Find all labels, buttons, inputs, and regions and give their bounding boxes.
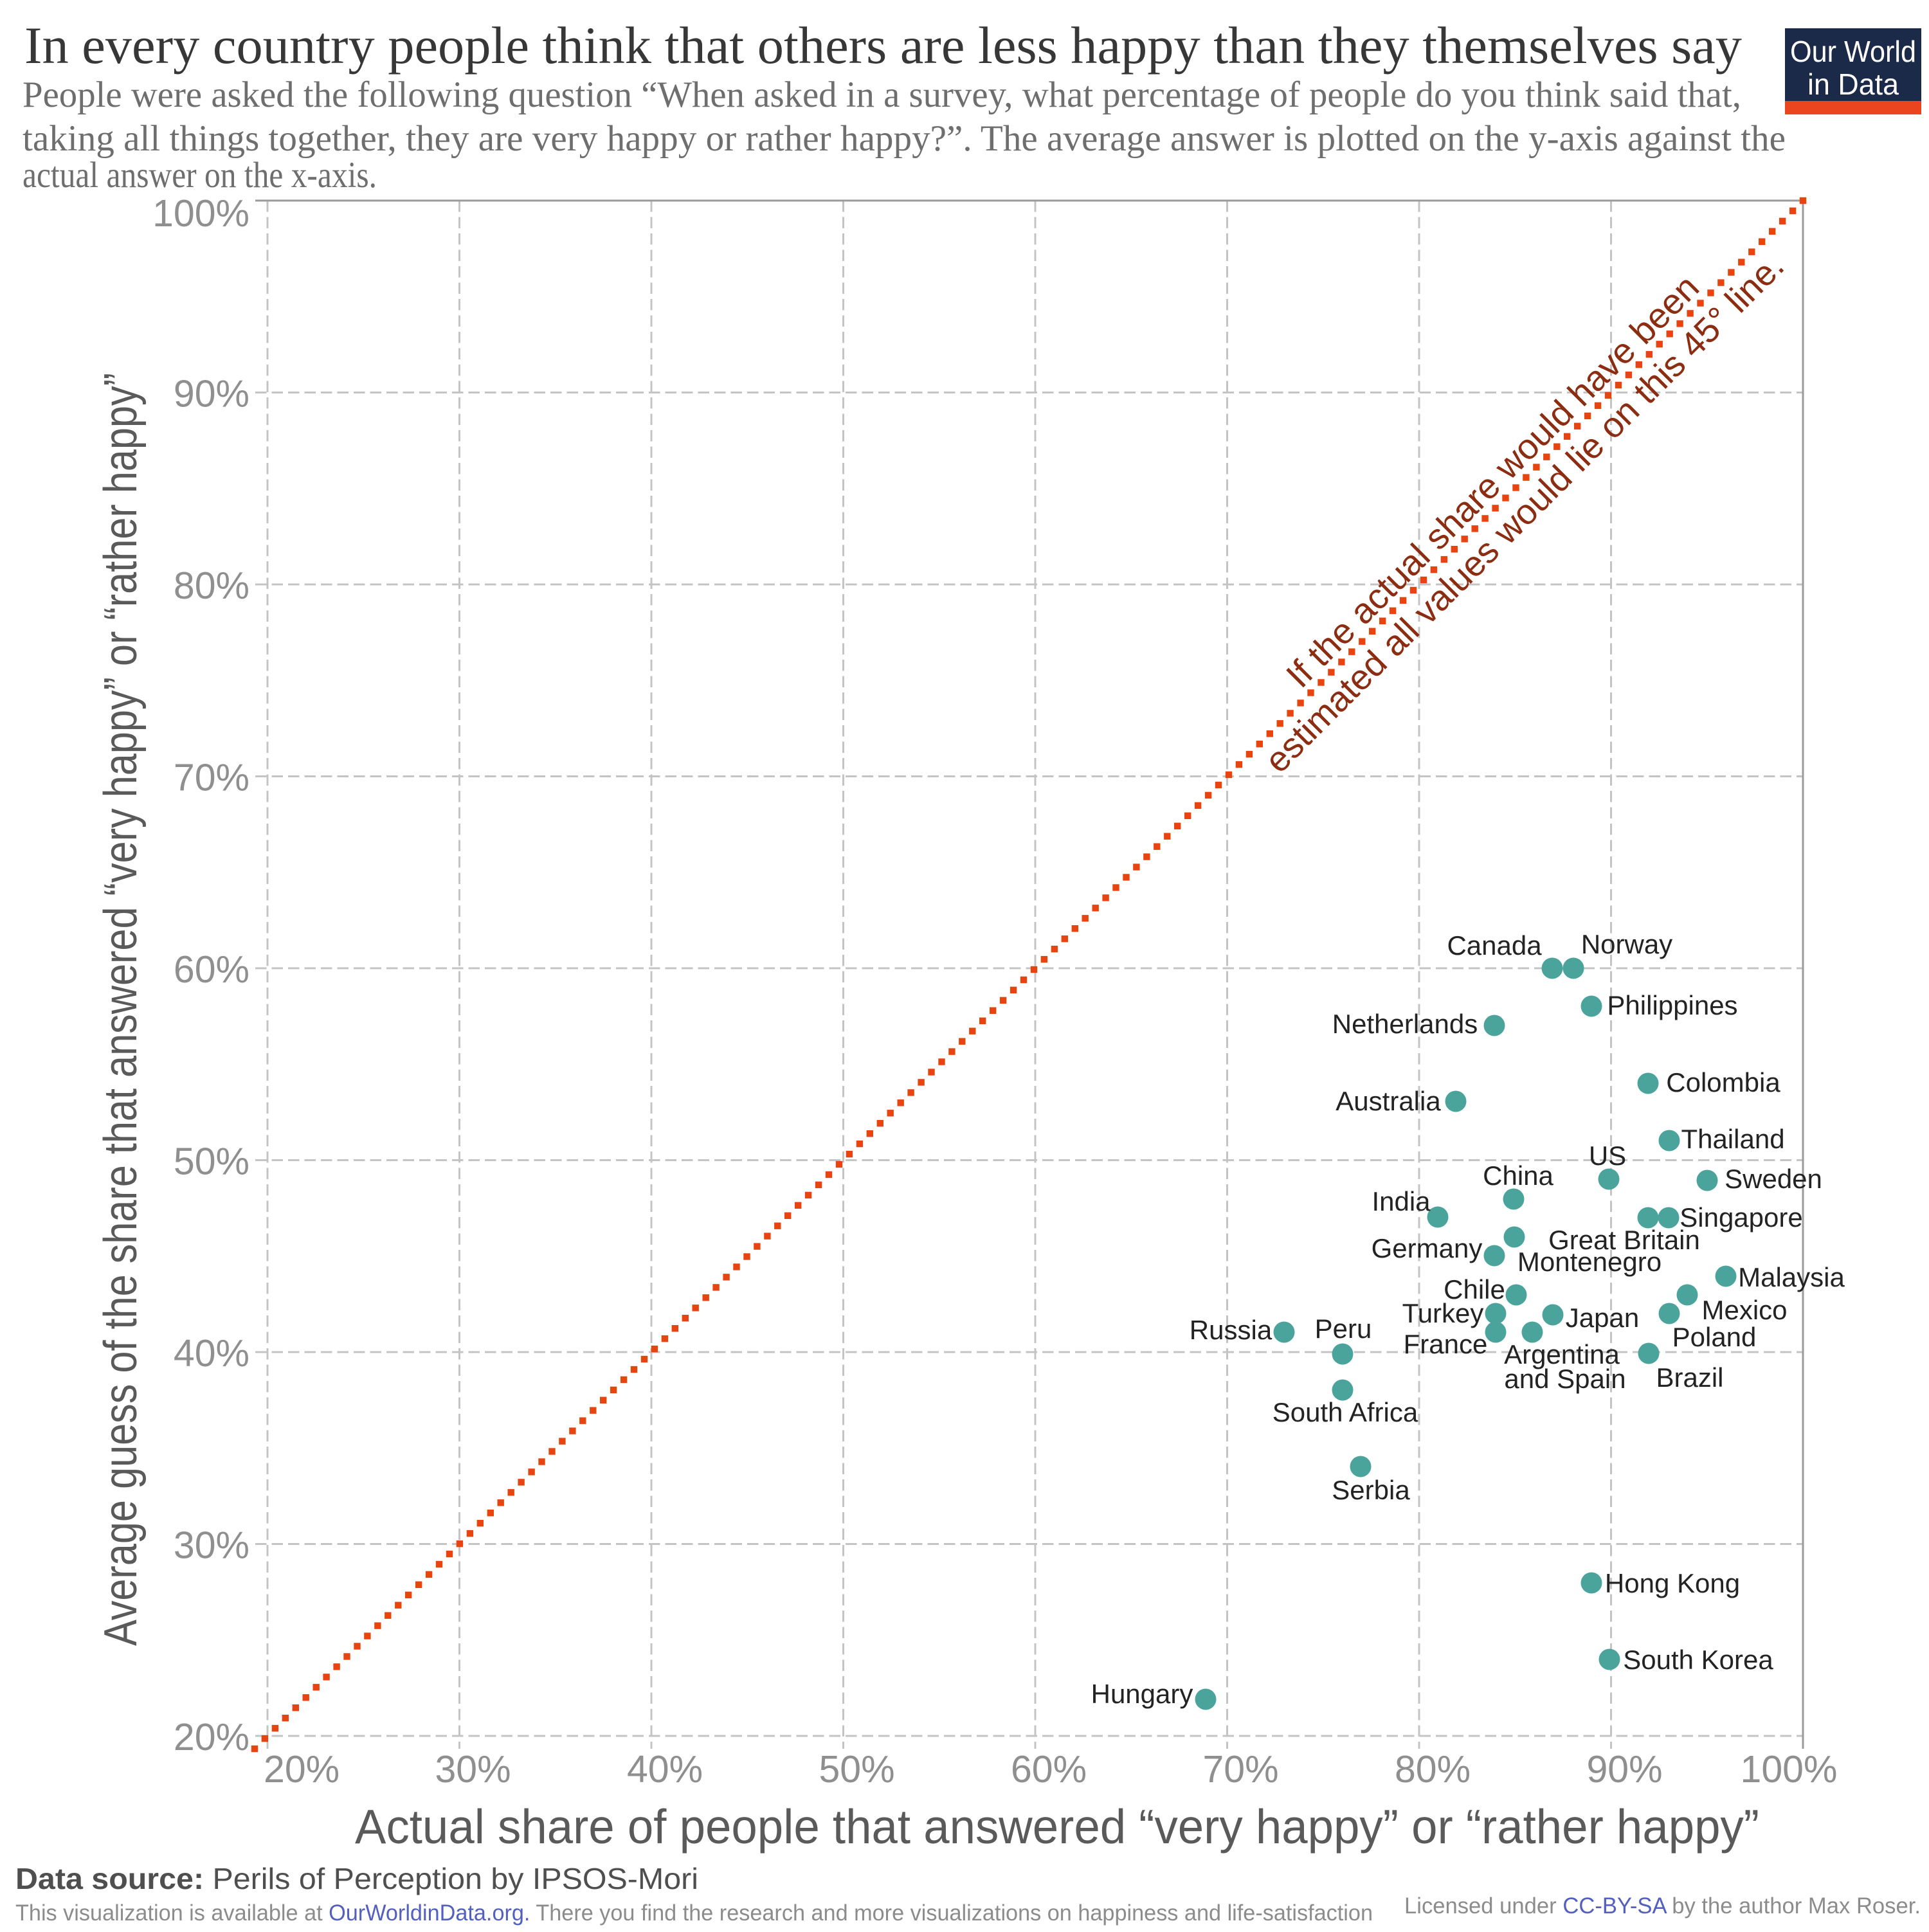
svg-text:Australia: Australia [1336, 1086, 1441, 1116]
svg-text:Actual share of people that an: Actual share of people that answered “ve… [355, 1800, 1759, 1854]
svg-text:100%: 100% [1741, 1748, 1838, 1791]
svg-text:Argentina: Argentina [1504, 1339, 1620, 1369]
svg-text:Brazil: Brazil [1656, 1362, 1723, 1393]
svg-text:70%: 70% [174, 757, 249, 799]
svg-text:Japan: Japan [1566, 1303, 1639, 1333]
svg-text:Our World: Our World [1790, 35, 1916, 68]
svg-text:80%: 80% [174, 564, 249, 607]
svg-text:actual answer on the x-axis.: actual answer on the x-axis. [23, 155, 377, 195]
svg-text:50%: 50% [819, 1748, 894, 1791]
svg-text:Mexico: Mexico [1701, 1295, 1787, 1325]
svg-text:60%: 60% [174, 948, 249, 991]
svg-text:Serbia: Serbia [1332, 1475, 1410, 1505]
svg-text:100%: 100% [152, 192, 249, 235]
svg-text:Data source: Perils of Percept: Data source: Perils of Perception by IPS… [15, 1862, 698, 1895]
svg-text:US: US [1589, 1141, 1626, 1171]
svg-text:30%: 30% [174, 1524, 249, 1567]
svg-text:Canada: Canada [1447, 930, 1542, 961]
svg-text:Average guess of the share tha: Average guess of the share that answered… [95, 373, 147, 1646]
svg-text:50%: 50% [174, 1141, 249, 1183]
svg-text:Chile: Chile [1444, 1274, 1505, 1305]
svg-text:Peru: Peru [1315, 1314, 1372, 1344]
svg-text:80%: 80% [1395, 1748, 1471, 1791]
svg-text:Poland: Poland [1672, 1322, 1757, 1352]
svg-text:Great Britain: Great Britain [1548, 1225, 1700, 1255]
svg-text:90%: 90% [174, 373, 249, 415]
svg-text:This visualization is availabl: This visualization is available at OurWo… [15, 1900, 1373, 1926]
svg-text:taking all things together, th: taking all things together, they are ver… [23, 118, 1786, 159]
svg-text:China: China [1483, 1160, 1553, 1191]
svg-text:60%: 60% [1011, 1748, 1087, 1791]
svg-text:Norway: Norway [1581, 929, 1672, 959]
svg-text:Netherlands: Netherlands [1332, 1009, 1478, 1039]
svg-text:20%: 20% [174, 1716, 249, 1758]
svg-text:Colombia: Colombia [1666, 1067, 1780, 1097]
svg-text:Malaysia: Malaysia [1738, 1262, 1845, 1292]
svg-text:Germany: Germany [1372, 1233, 1483, 1263]
svg-text:Montenegro: Montenegro [1517, 1247, 1662, 1277]
svg-text:South Korea: South Korea [1623, 1645, 1773, 1675]
svg-text:Hong Kong: Hong Kong [1605, 1568, 1740, 1598]
svg-text:Philippines: Philippines [1607, 990, 1737, 1020]
svg-text:and Spain: and Spain [1504, 1364, 1626, 1394]
svg-text:South Africa: South Africa [1272, 1397, 1418, 1427]
svg-text:40%: 40% [174, 1332, 249, 1375]
svg-text:People were asked the followin: People were asked the following question… [23, 75, 1741, 115]
svg-text:India: India [1372, 1186, 1431, 1216]
svg-text:70%: 70% [1202, 1748, 1278, 1791]
svg-text:Sweden: Sweden [1725, 1164, 1822, 1194]
svg-text:Turkey: Turkey [1402, 1298, 1484, 1328]
svg-text:40%: 40% [627, 1748, 703, 1791]
svg-text:France: France [1404, 1329, 1488, 1359]
svg-text:Singapore: Singapore [1680, 1202, 1802, 1232]
svg-text:Hungary: Hungary [1091, 1679, 1193, 1709]
svg-text:20%: 20% [264, 1748, 340, 1791]
svg-text:Licensed under CC-BY-SA by the: Licensed under CC-BY-SA by the author Ma… [1404, 1893, 1921, 1918]
svg-text:30%: 30% [435, 1748, 511, 1791]
svg-text:Russia: Russia [1190, 1315, 1272, 1345]
svg-text:90%: 90% [1586, 1748, 1662, 1791]
svg-text:In every country people think: In every country people think that other… [24, 16, 1742, 75]
svg-text:in Data: in Data [1807, 68, 1899, 101]
svg-text:Thailand: Thailand [1681, 1124, 1784, 1154]
